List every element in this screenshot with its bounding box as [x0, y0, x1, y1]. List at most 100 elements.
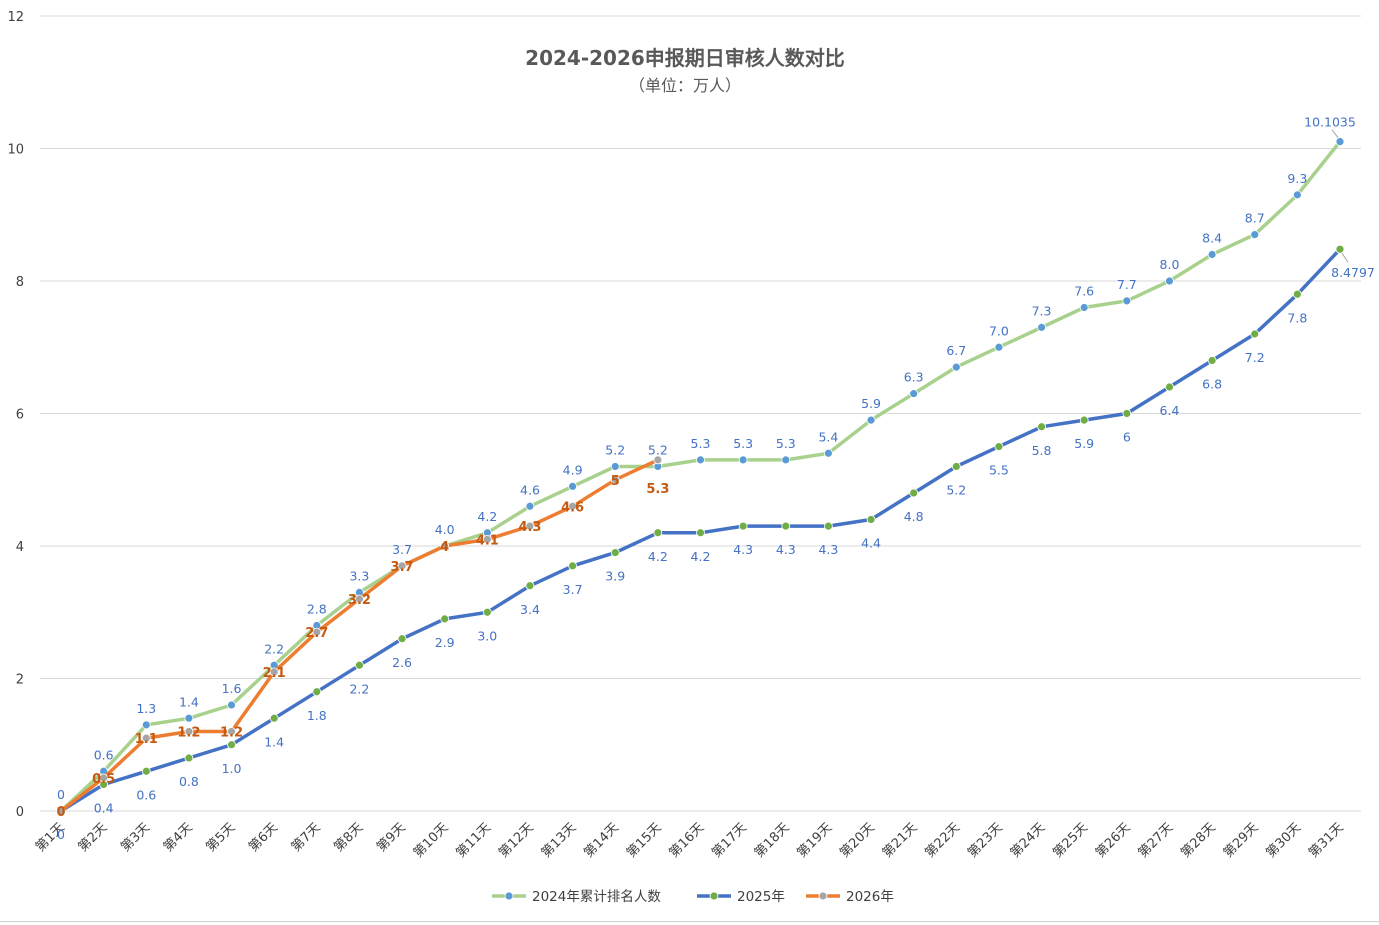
y-tick-label: 4 — [16, 540, 24, 555]
data-point — [568, 561, 577, 571]
data-point — [610, 475, 620, 485]
data-label: 6.3 — [904, 370, 924, 385]
data-label: 4.6 — [561, 500, 584, 515]
data-point — [440, 541, 450, 551]
x-tick-label: 第17天 — [709, 820, 750, 861]
data-label: 5.8 — [1032, 443, 1052, 458]
data-point — [568, 501, 577, 511]
data-label: 2.1 — [263, 666, 286, 681]
data-label: 5.2 — [648, 443, 668, 458]
data-label: 4.2 — [477, 509, 497, 524]
data-label: 0.8 — [179, 774, 199, 789]
data-label: 4.4 — [861, 536, 881, 551]
data-label: 5.2 — [605, 443, 625, 458]
chart-title: 2024-2026申报期日审核人数对比 — [525, 46, 845, 70]
data-label: 0.4 — [94, 801, 114, 816]
data-label: 0 — [57, 827, 65, 842]
data-point — [781, 521, 791, 531]
x-tick-label: 第25天 — [1050, 820, 1091, 861]
data-label: 9.3 — [1287, 171, 1307, 186]
data-point — [738, 455, 748, 465]
bottom-divider — [0, 921, 1379, 922]
data-label: 4.1 — [476, 533, 499, 548]
data-point — [909, 389, 919, 399]
data-point — [1292, 190, 1302, 200]
data-point — [141, 733, 151, 743]
x-tick-label: 第7天 — [289, 820, 324, 855]
data-label: 5.3 — [733, 436, 753, 451]
data-point — [610, 462, 620, 471]
data-point — [56, 806, 66, 816]
x-tick-label: 第10天 — [411, 820, 452, 861]
data-label: 1.0 — [222, 761, 242, 776]
legend-label: 2026年 — [846, 889, 894, 905]
data-label: 0.5 — [92, 772, 115, 787]
data-point — [1079, 303, 1089, 312]
data-label: 10.1035 — [1304, 115, 1356, 130]
data-label: 1.2 — [177, 726, 200, 741]
data-point — [653, 528, 663, 538]
x-tick-label: 第28天 — [1178, 820, 1219, 861]
legend-marker — [709, 891, 719, 901]
legend-marker — [504, 891, 514, 901]
data-point — [141, 766, 151, 776]
data-point — [227, 700, 236, 710]
data-point — [355, 660, 364, 670]
chart-subtitle: （单位：万人） — [629, 76, 741, 95]
data-point — [227, 727, 236, 736]
y-tick-label: 6 — [16, 408, 24, 423]
x-axis-ticks: 第1天 第2天 第3天 第4天 第5天 第6天 第7天 第8天 第9天 第10天 第11天 第12天第… — [33, 820, 1347, 861]
y-tick-label: 12 — [7, 10, 24, 25]
data-label: 3.0 — [477, 628, 497, 643]
data-label: 0 — [56, 805, 65, 820]
data-point — [1335, 137, 1345, 147]
data-point — [994, 442, 1004, 452]
data-label: 5.3 — [646, 482, 669, 497]
data-point — [610, 548, 620, 558]
leader-line — [1341, 252, 1349, 263]
data-label: 6.4 — [1160, 403, 1180, 418]
data-labels: 0 0.6 1.3 1.4 1.6 2.2 2.8 3.3 3.7 4.0 4.2 4.6 4.9 5.2… — [56, 115, 1374, 842]
data-point — [568, 481, 577, 491]
data-label: 2.8 — [307, 602, 327, 617]
data-label: 7.0 — [989, 323, 1009, 338]
x-tick-label: 第22天 — [922, 820, 963, 861]
data-point — [184, 727, 194, 736]
x-tick-label: 第20天 — [837, 820, 878, 861]
data-label: 4.3 — [818, 542, 838, 557]
data-label: 5 — [611, 474, 620, 489]
data-label: 3.2 — [348, 593, 371, 608]
data-label: 5.4 — [818, 429, 838, 444]
data-label: 0.6 — [94, 747, 114, 762]
legend-label: 2024年累计排名人数 — [532, 889, 661, 905]
x-tick-label: 第8天 — [331, 820, 366, 855]
data-point — [1165, 276, 1174, 286]
data-point — [1335, 244, 1345, 254]
data-label: 5.9 — [861, 396, 881, 411]
data-point — [824, 521, 833, 531]
data-point — [397, 561, 407, 571]
data-label: 1.2 — [220, 726, 243, 741]
data-label: 4.2 — [691, 549, 711, 564]
data-label: 2.9 — [435, 635, 455, 650]
data-label: 7.3 — [1032, 303, 1052, 318]
data-point — [1037, 322, 1046, 332]
x-tick-label: 第23天 — [965, 820, 1006, 861]
data-label: 5.9 — [1074, 436, 1094, 451]
data-label: 3.4 — [520, 602, 540, 617]
data-label: 8.7 — [1245, 211, 1265, 226]
data-label: 5.3 — [776, 436, 796, 451]
data-point — [781, 455, 791, 465]
data-label: 7.7 — [1117, 277, 1137, 292]
data-label: 0 — [57, 787, 65, 802]
data-label: 2.7 — [305, 626, 328, 641]
data-point — [312, 627, 322, 637]
data-label: 4.3 — [776, 542, 796, 557]
data-point — [227, 740, 236, 750]
series-1-labels: 0 0.6 1.3 1.4 1.6 2.2 2.8 3.3 3.7 4.0 4.2 4.6 4.9 5.2… — [57, 115, 1356, 802]
x-tick-label: 第6天 — [246, 820, 281, 855]
x-tick-label: 第4天 — [161, 820, 196, 855]
data-point — [525, 521, 535, 531]
